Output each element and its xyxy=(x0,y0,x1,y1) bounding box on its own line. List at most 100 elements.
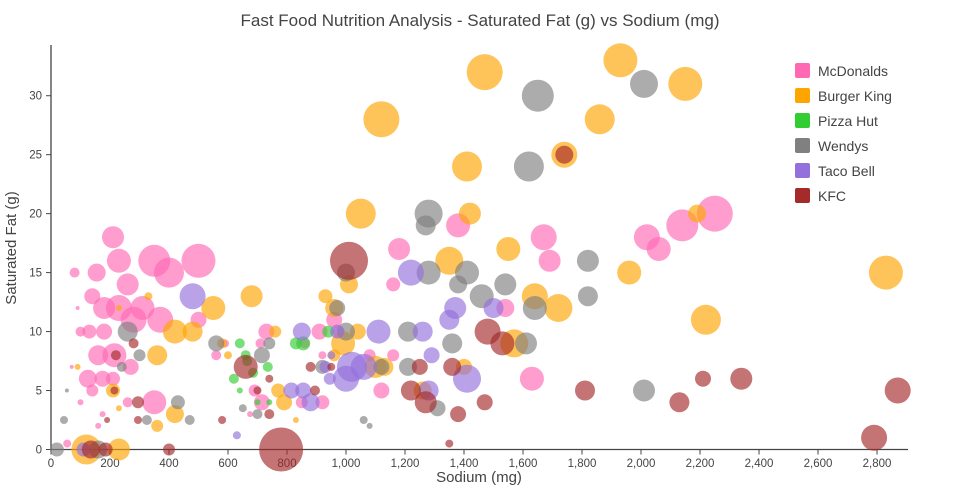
bubble-mcdonalds xyxy=(142,390,167,415)
bubble-kfc xyxy=(104,417,111,423)
bubble-kfc xyxy=(110,350,121,361)
bubble-mcdonalds xyxy=(106,248,131,273)
bubble-kfc xyxy=(163,443,175,456)
series-mcdonalds xyxy=(63,195,733,448)
bubble-wendys xyxy=(494,273,517,296)
bubble-taco-bell xyxy=(327,351,336,360)
bubble-mcdonalds xyxy=(78,369,97,388)
bubble-kfc xyxy=(81,440,100,459)
bubble-mcdonalds xyxy=(386,277,401,292)
bubble-taco-bell xyxy=(292,322,311,341)
legend-label: Burger King xyxy=(818,87,892,104)
legend-swatch-icon xyxy=(795,163,810,178)
bubble-kfc xyxy=(575,380,595,401)
bubble-kfc xyxy=(110,386,119,395)
legend-swatch-icon xyxy=(795,113,810,128)
bubble-mcdonalds xyxy=(94,370,111,387)
bubble-wendys xyxy=(398,321,418,342)
legend-item-kfc[interactable]: KFC xyxy=(795,183,892,208)
bubble-wendys xyxy=(60,416,68,424)
bubble-mcdonalds xyxy=(253,394,270,411)
legend: McDonalds Burger King Pizza Hut Wendys Taco … xyxy=(795,58,892,208)
bubble-mcdonalds xyxy=(154,257,184,288)
bubble-burger-king xyxy=(690,304,721,335)
legend-item-pizza-hut[interactable]: Pizza Hut xyxy=(795,108,892,133)
legend-item-burger-king[interactable]: Burger King xyxy=(795,83,892,108)
bubble-wendys xyxy=(515,332,537,355)
bubble-burger-king xyxy=(458,202,481,225)
bubble-wendys xyxy=(359,416,368,424)
bubble-mcdonalds xyxy=(211,350,222,361)
y-tick-label: 0 xyxy=(36,445,42,457)
bubble-burger-king xyxy=(688,204,707,223)
bubble-mcdonalds xyxy=(646,237,671,261)
bubble-wendys xyxy=(399,357,417,376)
y-tick-label: 10 xyxy=(29,327,42,339)
bubble-wendys xyxy=(64,388,69,393)
bubble-mcdonalds xyxy=(87,263,106,282)
x-tick-label: 1,200 xyxy=(391,458,420,470)
bubble-taco-bell xyxy=(301,393,320,412)
bubble-kfc xyxy=(98,442,113,457)
legend-label: Taco Bell xyxy=(818,162,875,179)
x-tick-label: 1,800 xyxy=(568,458,597,470)
bubble-kfc xyxy=(884,377,911,404)
bubble-mcdonalds xyxy=(95,422,102,429)
bubble-pizza-hut xyxy=(236,387,243,394)
legend-label: Wendys xyxy=(818,137,869,154)
bubble-wendys xyxy=(366,422,373,429)
bubble-mcdonalds xyxy=(530,224,557,251)
bubble-wendys xyxy=(373,358,390,375)
bubble-wendys xyxy=(117,321,138,342)
legend-item-taco-bell[interactable]: Taco Bell xyxy=(795,158,892,183)
bubble-wendys xyxy=(116,361,127,372)
bubble-kfc xyxy=(669,392,690,413)
bubble-mcdonalds xyxy=(519,366,544,391)
x-tick-label: 2,400 xyxy=(745,458,774,470)
bubble-kfc xyxy=(233,354,258,379)
bubble-wendys xyxy=(513,151,544,182)
bubble-burger-king xyxy=(271,383,286,398)
bubble-taco-bell xyxy=(412,321,433,342)
bubble-wendys xyxy=(415,215,436,236)
bubble-kfc xyxy=(132,396,144,409)
bubble-mcdonalds xyxy=(99,411,106,418)
legend-label: KFC xyxy=(818,187,846,204)
bubble-burger-king xyxy=(318,289,333,304)
bubble-mcdonalds xyxy=(258,323,275,340)
bubble-kfc xyxy=(310,385,320,396)
x-tick-label: 0 xyxy=(48,458,54,470)
bubble-burger-king xyxy=(162,319,187,344)
x-tick-label: 2,800 xyxy=(863,458,892,470)
bubble-burger-king xyxy=(269,325,282,338)
bubble-wendys xyxy=(416,260,441,285)
bubble-mcdonalds xyxy=(387,349,400,362)
bubble-mcdonalds xyxy=(88,345,109,366)
bubble-kfc xyxy=(330,241,368,280)
x-axis-label: Sodium (mg) xyxy=(436,469,522,486)
x-tick-label: 200 xyxy=(100,458,119,470)
bubble-burger-king xyxy=(115,405,122,412)
bubble-mcdonalds xyxy=(538,249,561,272)
bubble-wendys xyxy=(449,275,468,294)
bubble-burger-king xyxy=(584,104,615,135)
bubble-taco-bell xyxy=(283,382,300,399)
series-taco-bell xyxy=(76,259,504,457)
bubble-kfc xyxy=(134,416,142,424)
legend-item-wendys[interactable]: Wendys xyxy=(795,133,892,158)
bubble-taco-bell xyxy=(397,259,424,286)
bubble-mcdonalds xyxy=(130,296,155,320)
bubble-kfc xyxy=(327,362,336,371)
bubble-burger-king xyxy=(144,292,153,301)
bubble-mcdonalds xyxy=(102,226,124,249)
bubble-pizza-hut xyxy=(266,399,273,406)
bubble-mcdonalds xyxy=(247,411,254,418)
bubble-burger-king xyxy=(452,151,482,182)
bubble-wendys xyxy=(521,79,554,112)
bubble-wendys xyxy=(141,415,152,425)
bubble-wendys xyxy=(252,409,263,420)
bubble-taco-bell xyxy=(453,364,481,393)
series-kfc xyxy=(81,145,911,472)
legend-item-mcdonalds[interactable]: McDonalds xyxy=(795,58,892,83)
